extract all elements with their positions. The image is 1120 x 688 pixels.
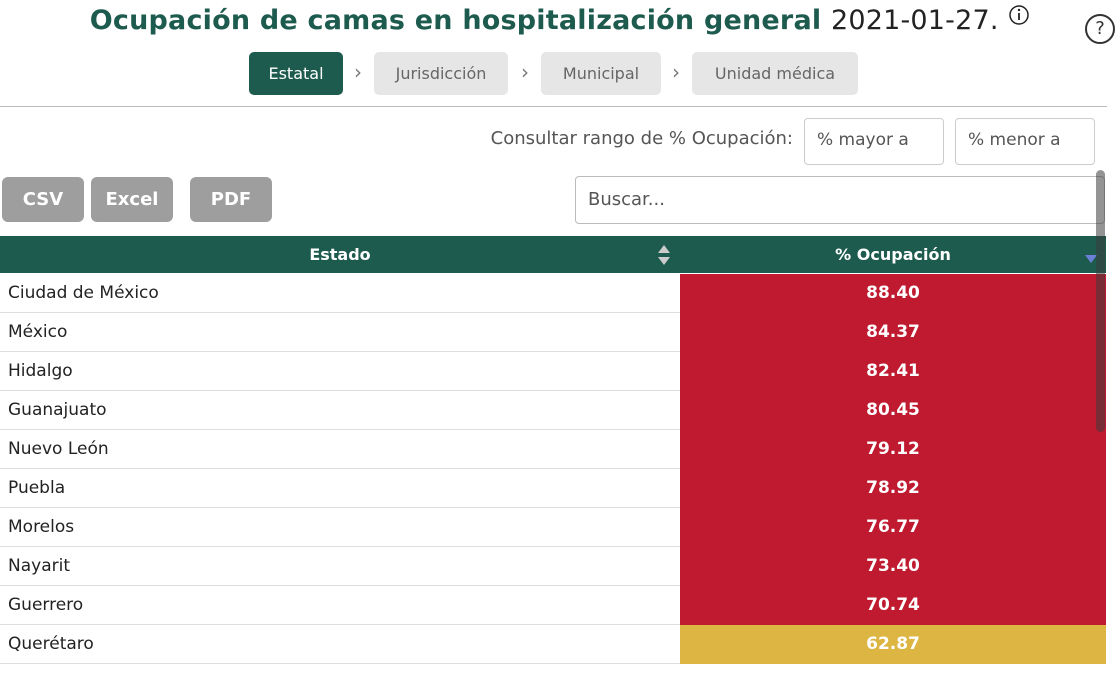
sort-icon (658, 245, 670, 265)
divider (0, 106, 1107, 107)
table-header: Estado % Ocupación (0, 236, 1106, 273)
state-cell: Nayarit (8, 556, 70, 576)
state-cell: Puebla (8, 478, 66, 498)
table-row[interactable]: México 84.37 (0, 313, 1106, 352)
state-cell: Querétaro (8, 634, 94, 654)
column-header[interactable]: Estado (309, 245, 371, 264)
sort-icon (1085, 255, 1097, 263)
table-row[interactable]: Nuevo León 79.12 (0, 430, 1106, 469)
occupancy-cell: 80.45 (680, 391, 1106, 430)
table-row[interactable]: Morelos 76.77 (0, 508, 1106, 547)
column-header[interactable]: % Ocupación (835, 245, 951, 264)
filter-label: Consultar rango de % Ocupación: (490, 128, 793, 149)
occupancy-cell: 73.40 (680, 547, 1106, 586)
max-input[interactable]: % menor a (955, 118, 1095, 165)
info-icon[interactable] (1008, 4, 1030, 26)
state-cell: Ciudad de México (8, 283, 159, 303)
date: 2021-01-27. (830, 5, 999, 36)
chevron: › (354, 60, 362, 84)
state-cell: México (8, 322, 68, 342)
state-cell: Guerrero (8, 595, 84, 615)
tab[interactable]: Jurisdicción (374, 52, 508, 95)
search-input[interactable]: Buscar... (575, 176, 1105, 224)
table-row[interactable]: Querétaro 62.87 (0, 625, 1106, 664)
help-button[interactable]: ? (1085, 14, 1115, 44)
table-row[interactable]: Guanajuato 80.45 (0, 391, 1106, 430)
occupancy-cell: 82.41 (680, 352, 1106, 391)
chevron: › (521, 60, 529, 84)
scrollbar[interactable] (1096, 170, 1105, 432)
tab[interactable]: Unidad médica (692, 52, 858, 95)
state-cell: Nuevo León (8, 439, 109, 459)
occupancy-cell: 78.92 (680, 469, 1106, 508)
occupancy-cell: 70.74 (680, 586, 1106, 625)
min-input[interactable]: % mayor a (804, 118, 944, 165)
chevron: › (672, 60, 680, 84)
occupancy-cell: 76.77 (680, 508, 1106, 547)
table-row[interactable]: Nayarit 73.40 (0, 547, 1106, 586)
table-row[interactable]: Ciudad de México 88.40 (0, 274, 1106, 313)
occupancy-cell: 88.40 (680, 274, 1106, 313)
export-button[interactable]: PDF (190, 177, 272, 222)
state-cell: Hidalgo (8, 361, 73, 381)
export-button[interactable]: Excel (91, 177, 173, 222)
table-row[interactable]: Hidalgo 82.41 (0, 352, 1106, 391)
occupancy-cell: 62.87 (680, 625, 1106, 664)
state-cell: Guanajuato (8, 400, 107, 420)
state-cell: Morelos (8, 517, 75, 537)
title-text: Ocupación de camas en hospitalización ge… (89, 5, 822, 36)
table-row[interactable]: Guerrero 70.74 (0, 586, 1106, 625)
title: Ocupación de camas en hospitalización ge… (0, 4, 1120, 36)
occupancy-cell: 79.12 (680, 430, 1106, 469)
tab[interactable]: Estatal (249, 52, 343, 95)
export-button[interactable]: CSV (2, 177, 84, 222)
occupancy-cell: 84.37 (680, 313, 1106, 352)
tab[interactable]: Municipal (541, 52, 661, 95)
table-row[interactable]: Puebla 78.92 (0, 469, 1106, 508)
